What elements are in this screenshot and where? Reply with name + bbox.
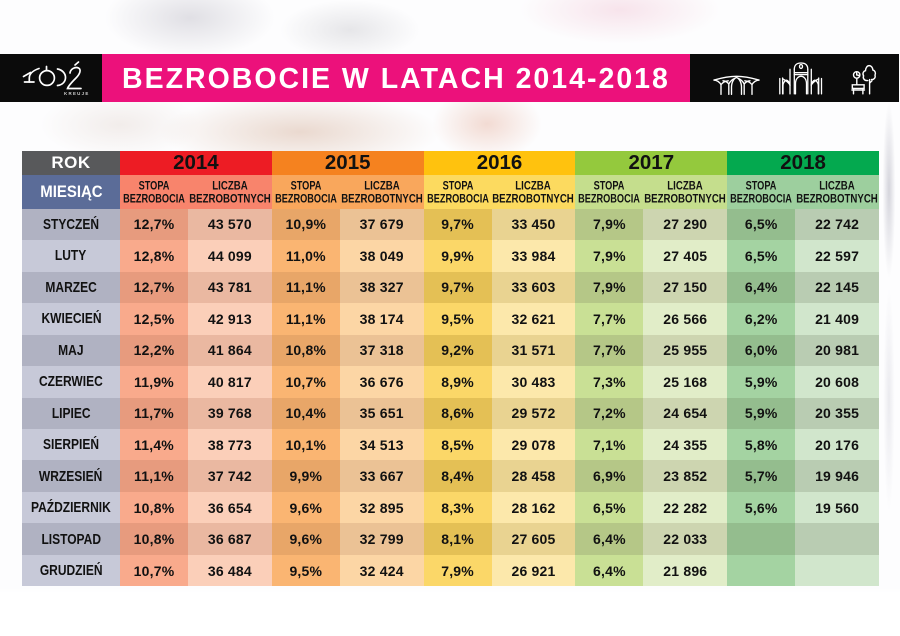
svg-text:KREUJE: KREUJE xyxy=(64,91,90,96)
